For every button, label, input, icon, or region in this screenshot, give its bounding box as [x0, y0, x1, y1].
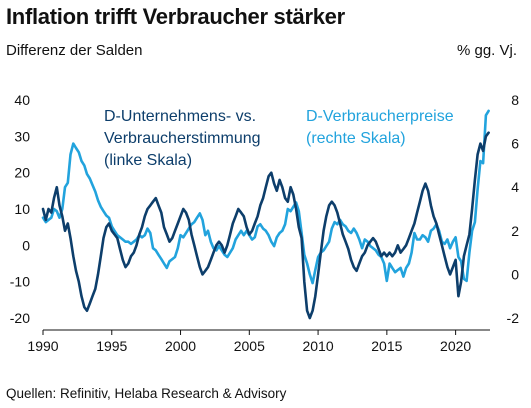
- x-tick-label: 2010: [302, 338, 333, 354]
- left-y-tick-label: 0: [22, 237, 30, 253]
- right-axis-unit-label: % gg. Vj.: [456, 42, 517, 59]
- right-y-tick-label: -2: [507, 310, 520, 326]
- axes-layer: 1990 1995 2000 2005 2010 2015 2020403020100-10…: [10, 92, 519, 354]
- right-y-tick-label: 4: [511, 179, 519, 195]
- left-y-tick-label: 10: [14, 201, 30, 217]
- x-tick-label: 2000: [165, 338, 196, 354]
- left-y-tick-label: -10: [10, 274, 30, 290]
- left-y-tick-label: 40: [14, 92, 30, 108]
- chart-title: Inflation trifft Verbraucher stärker: [6, 4, 345, 29]
- right-y-tick-label: 8: [511, 92, 519, 108]
- series-layer: [41, 109, 490, 320]
- annotation-business-consumer-line: Verbraucherstimmung: [104, 130, 261, 147]
- x-tick-label: 2015: [371, 338, 402, 354]
- annotation-consumer-prices-line: D-Verbraucherpreise: [306, 108, 454, 125]
- right-y-tick-label: 2: [511, 223, 519, 239]
- annotation-business-consumer-line: D-Unternehmens- vs.: [104, 108, 256, 125]
- annotation-consumer-prices-line: (rechte Skala): [306, 130, 406, 147]
- left-y-tick-label: -20: [10, 310, 30, 326]
- left-y-tick-label: 30: [14, 128, 30, 144]
- series-line-business-vs-consumer: [41, 131, 490, 320]
- left-y-tick-label: 20: [14, 165, 30, 181]
- x-tick-label: 2020: [440, 338, 471, 354]
- left-axis-unit-label: Differenz der Salden: [6, 42, 143, 59]
- series-line-consumer-prices: [41, 109, 490, 285]
- x-tick-label: 2005: [234, 338, 265, 354]
- annotations-layer: D-Unternehmens- vs. Verbraucherstimmung (l…: [104, 108, 454, 169]
- x-tick-label: 1990: [27, 338, 58, 354]
- source-note: Quellen: Refinitiv, Helaba Research & Ad…: [6, 386, 287, 401]
- right-y-tick-label: 6: [511, 136, 519, 152]
- right-y-tick-label: 0: [511, 266, 519, 282]
- annotation-business-consumer-line: (linke Skala): [104, 152, 192, 169]
- x-tick-label: 1995: [96, 338, 127, 354]
